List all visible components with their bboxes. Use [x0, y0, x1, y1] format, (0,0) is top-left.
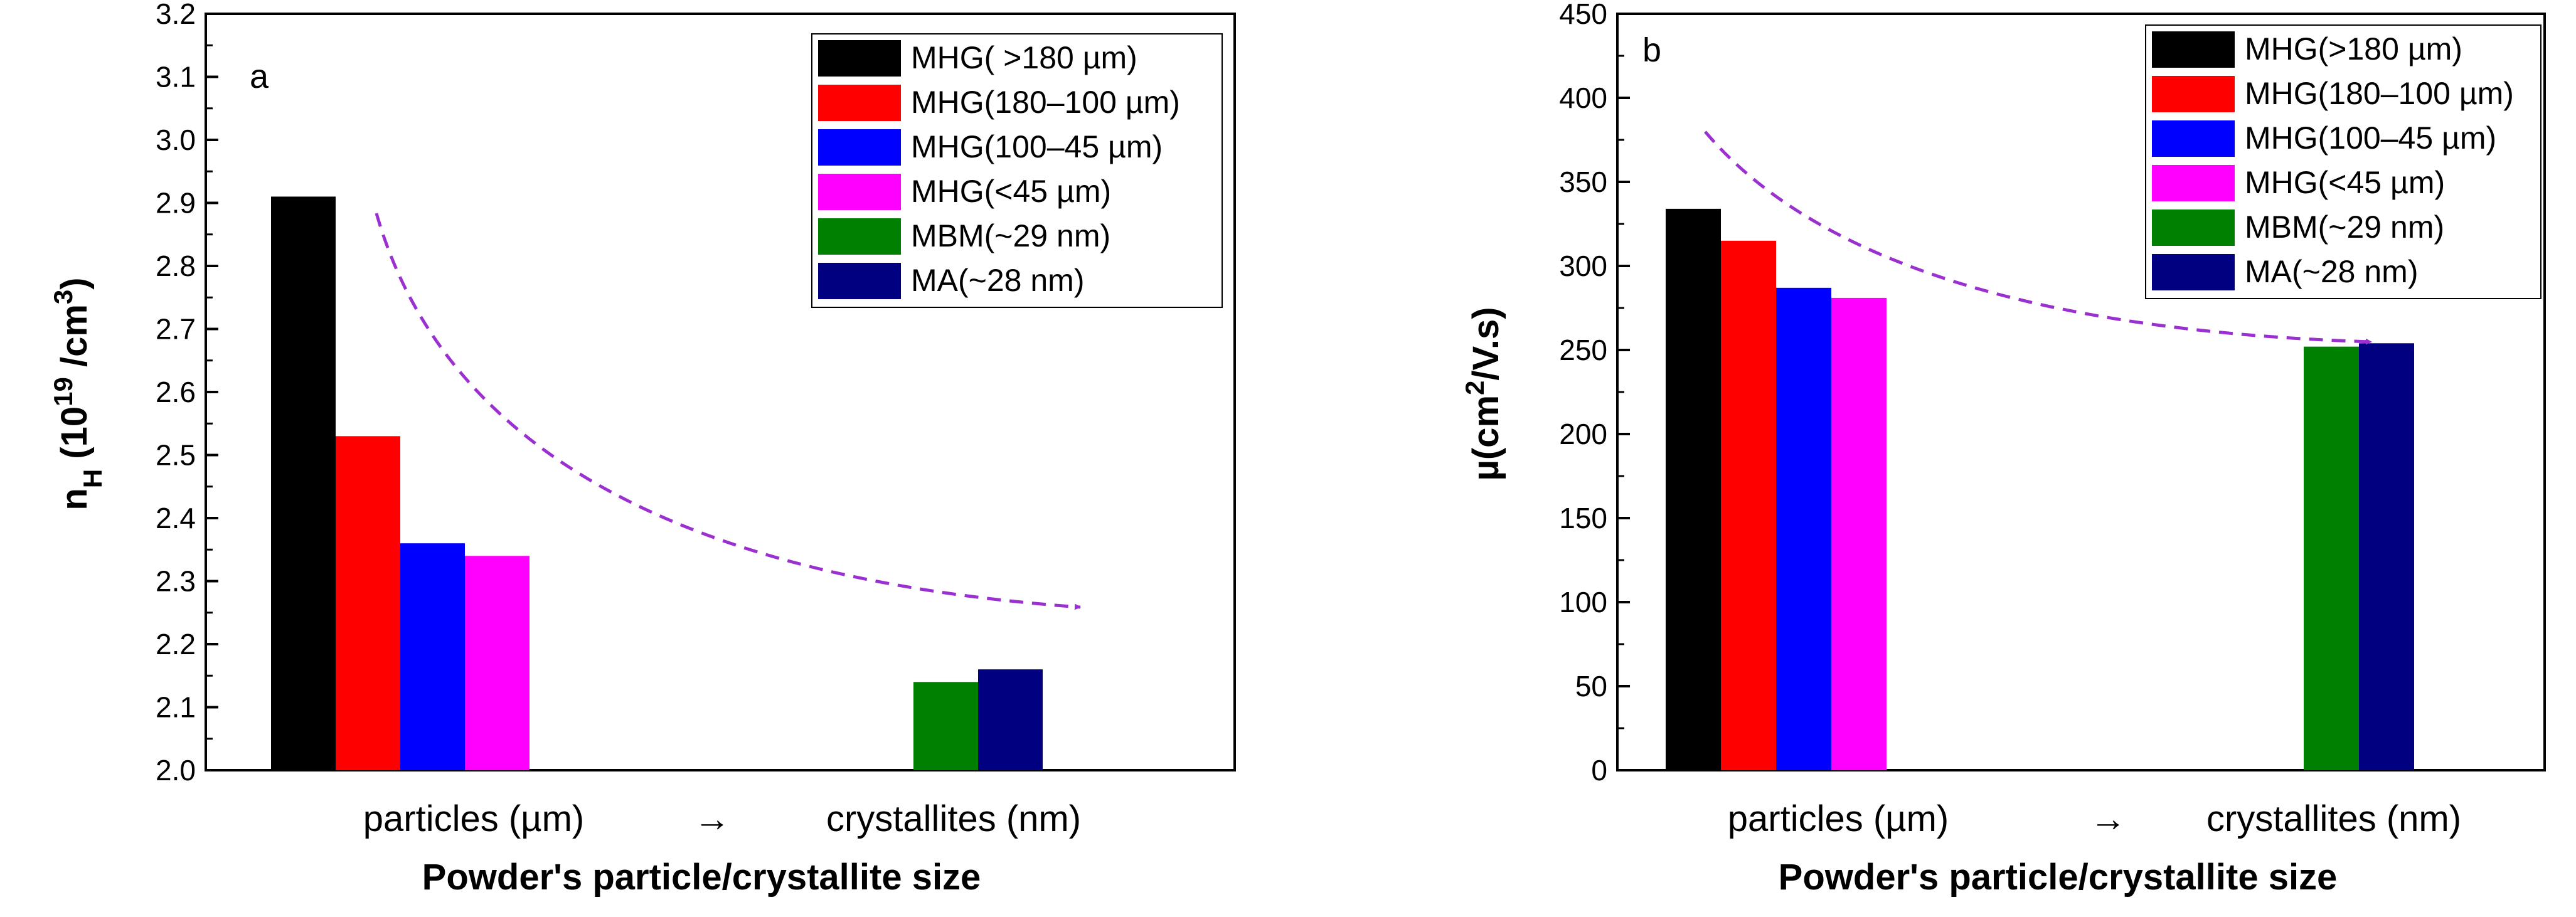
y-tick-label: 100 [1559, 586, 1607, 618]
y-tick-label: 2.1 [156, 691, 196, 724]
legend-frame [2145, 24, 2541, 299]
legend-label: MBM(~29 nm) [911, 218, 1110, 253]
legend-swatch-mhg-45-m [818, 174, 901, 210]
y-tick-label: 450 [1559, 0, 1607, 30]
y-axis-ticks: 0 50 100 150 200 250 300 350 400 450 [1559, 0, 1630, 787]
legend-label: MHG( >180 µm) [911, 40, 1137, 75]
bars [271, 196, 1043, 770]
y-tick-label: 250 [1559, 334, 1607, 366]
bars [1666, 208, 2414, 771]
legend-label: MHG(>180 µm) [2245, 31, 2462, 66]
y-tick-label: 2.3 [156, 565, 196, 598]
category-label-particles: particles (µm) [363, 798, 584, 839]
x-axis-title: Powder's particle/crystallite size [1779, 857, 2338, 898]
bar-mhg-45-m [1831, 297, 1887, 770]
legend-label: MHG(<45 µm) [911, 174, 1111, 209]
y-tick-label: 300 [1559, 250, 1607, 282]
legend-swatch-mhg-100-45-m [818, 129, 901, 166]
legend-swatch-mhg-180-100-m [818, 85, 901, 121]
legend: MHG(>180 µm) MHG(180–100 µm) MHG(100–45 µm… [2145, 24, 2541, 299]
legend-label: MHG(<45 µm) [2245, 165, 2445, 200]
y-tick-label: 2.2 [156, 628, 196, 660]
legend-label: MBM(~29 nm) [2245, 209, 2444, 245]
legend-label: MHG(180–100 µm) [2245, 76, 2514, 111]
bar-mhg-45-m [465, 556, 530, 770]
trend-arrow [1704, 130, 2372, 345]
legend-swatch-mhg-180-m [818, 40, 901, 77]
x-axis-title: Powder's particle/crystallite size [422, 857, 981, 898]
bar-ma-28-nm [2359, 343, 2414, 770]
legend-swatch-mhg-100-45-m [2152, 120, 2235, 157]
y-tick-label: 2.4 [156, 502, 196, 534]
y-tick-label: 2.5 [156, 439, 196, 472]
legend-label: MHG(100–45 µm) [911, 129, 1163, 164]
bar-mhg-180-m [271, 196, 336, 770]
legend-label: MHG(180–100 µm) [911, 85, 1180, 120]
y-tick-label: 400 [1559, 82, 1607, 114]
y-tick-label: 200 [1559, 418, 1607, 450]
bar-mhg-180-100-m [1721, 240, 1776, 770]
bar-mbm-29-nm [913, 682, 978, 770]
y-tick-label: 0 [1591, 754, 1607, 787]
category-label-particles: particles (µm) [1728, 798, 1949, 839]
y-axis-title: µ(cm2/V.s) [1460, 307, 1507, 480]
bar-mhg-100-45-m [1776, 287, 1831, 771]
legend-swatch-mbm-29-nm [2152, 209, 2235, 246]
y-tick-label: 3.0 [156, 124, 196, 156]
legend-swatch-mhg-180-m [2152, 31, 2235, 68]
y-tick-label: 2.8 [156, 250, 196, 282]
y-tick-label: 2.9 [156, 187, 196, 220]
bar-ma-28-nm [978, 669, 1043, 770]
category-label-crystallites: crystallites (nm) [2206, 798, 2461, 839]
y-tick-label: 2.6 [156, 376, 196, 408]
category-label-crystallites: crystallites (nm) [826, 798, 1081, 839]
trend-arrow [375, 213, 1081, 610]
panel-label: a [250, 58, 269, 95]
legend-swatch-mbm-29-nm [818, 218, 901, 255]
y-tick-label: 3.2 [156, 0, 196, 30]
y-tick-label: 350 [1559, 166, 1607, 198]
legend-swatch-mhg-45-m [2152, 165, 2235, 201]
y-axis-title: nH (1019 /cm3) [48, 277, 107, 510]
legend-label: MHG(100–45 µm) [2245, 120, 2496, 156]
y-tick-label: 2.0 [156, 754, 196, 787]
panel-label: b [1642, 31, 1661, 69]
y-tick-label: 2.7 [156, 313, 196, 346]
category-arrow: → [2090, 798, 2126, 839]
legend-swatch-ma-28-nm [2152, 254, 2235, 290]
y-tick-label: 3.1 [156, 61, 196, 93]
chart-panel-b: 0 50 100 150 200 250 300 350 400 450 b MHG(>180 µ… [1460, 0, 2546, 898]
chart-panel-a: 2.02.12.22.32.42.52.62.72.82.93.03.13.2 … [48, 0, 1236, 898]
legend: MHG( >180 µm) MHG(180–100 µm) MHG(100–45 µ… [811, 33, 1223, 308]
legend-swatch-ma-28-nm [818, 263, 901, 299]
bar-mbm-29-nm [2304, 346, 2359, 770]
bar-mhg-100-45-m [400, 543, 465, 770]
y-tick-label: 50 [1575, 670, 1607, 702]
legend-frame [811, 33, 1223, 308]
legend-swatch-mhg-180-100-m [2152, 76, 2235, 112]
y-tick-label: 150 [1559, 502, 1607, 534]
bar-mhg-180-100-m [336, 436, 400, 770]
legend-label: MA(~28 nm) [2245, 254, 2418, 289]
legend-label: MA(~28 nm) [911, 263, 1084, 298]
y-axis-ticks: 2.0 2.1 2.2 2.3 2.4 2.5 2.6 2.7 2.8 2.9 3.0 3.1 3.2 [156, 0, 218, 787]
category-arrow: → [694, 798, 730, 839]
bar-mhg-180-m [1666, 208, 1721, 770]
